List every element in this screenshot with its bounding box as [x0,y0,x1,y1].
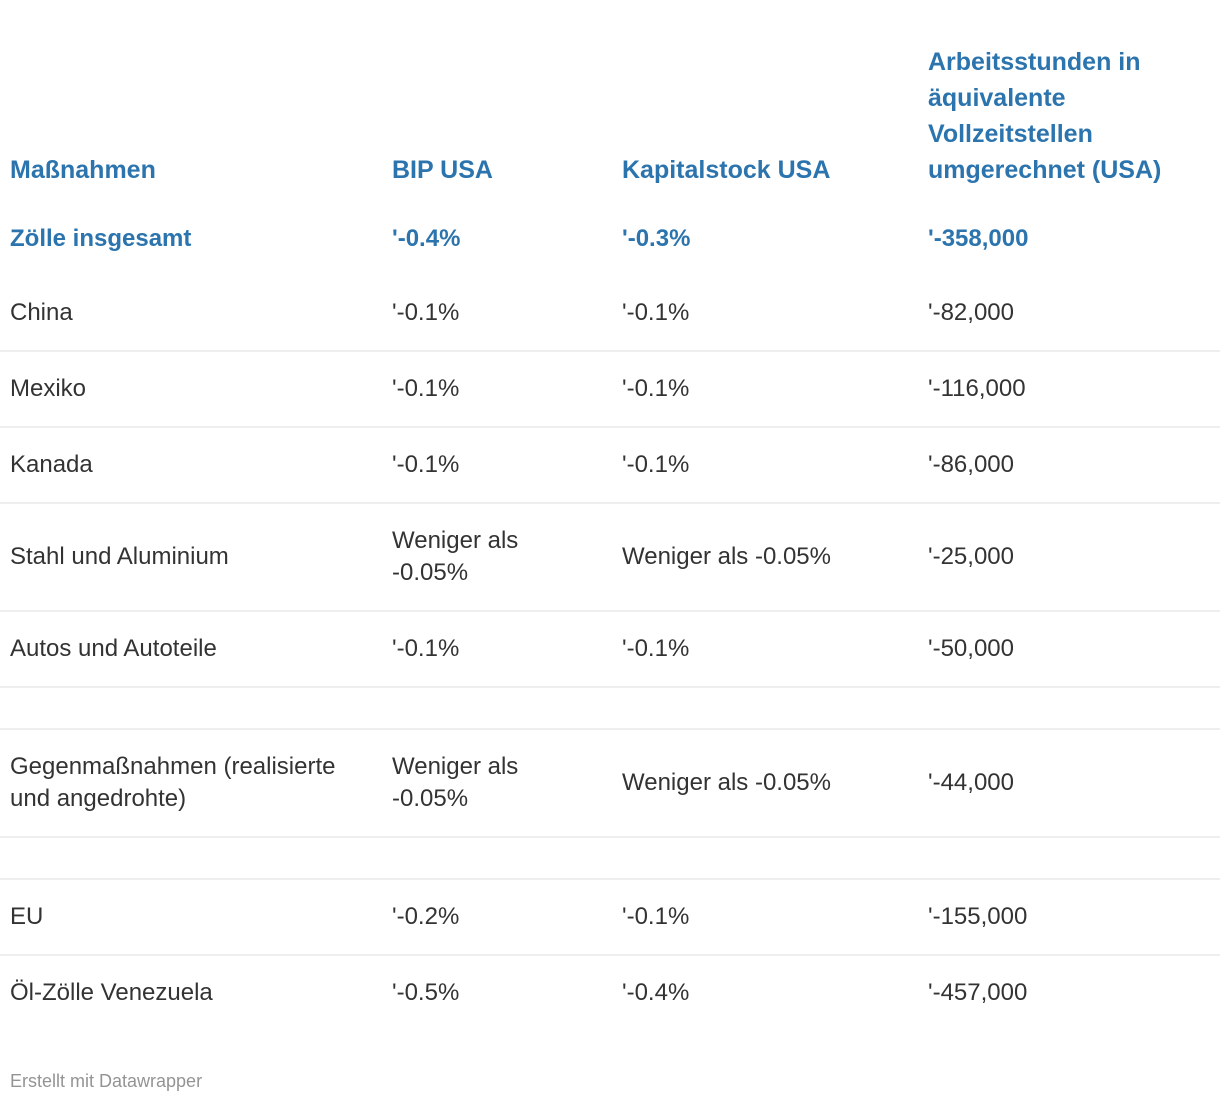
datawrapper-credit-link[interactable]: Erstellt mit Datawrapper [10,1071,203,1091]
value-cell: '-44,000 [928,769,1014,796]
tariff-impact-table: Maßnahmen BIP USA Kapitalstock USA Arbeitss… [0,0,1220,1030]
datawrapper-table-widget: Maßnahmen BIP USA Kapitalstock USA Arbeitss… [0,0,1220,1091]
row-label-cell: Zölle insgesamt [10,225,192,252]
row-label-cell: Kanada [10,451,93,478]
table-row: China '-0.1% '-0.1% '-82,000 [0,276,1220,351]
value-cell [612,837,918,879]
value-cell: '-0.1% [392,635,460,662]
value-cell: '-0.5% [392,979,460,1006]
spacer-row [0,837,1220,879]
value-cell: '-25,000 [928,543,1014,570]
value-cell: '-82,000 [928,299,1014,326]
value-cell: '-86,000 [928,451,1014,478]
value-cell: '-50,000 [928,635,1014,662]
value-cell: '-116,000 [928,375,1026,402]
row-label-cell: Autos und Autoteile [10,635,217,662]
row-label-cell: Mexiko [10,375,87,402]
row-label-cell [0,837,382,879]
row-label-cell [0,687,382,729]
column-header: Kapitalstock USA [622,156,831,184]
table-row: Kanada '-0.1% '-0.1% '-86,000 [0,427,1220,503]
value-cell: '-0.1% [392,375,460,402]
spacer-row [0,687,1220,729]
row-label-cell: China [10,299,73,326]
row-label-cell: Öl-Zölle Venezuela [10,979,213,1006]
header-row: Maßnahmen BIP USA Kapitalstock USA Arbeitss… [0,0,1220,202]
table-row: Stahl und Aluminium Weniger als -0.05% Wen… [0,503,1220,611]
value-cell: '-0.1% [392,299,460,326]
table-row: Zölle insgesamt '-0.4% '-0.3% '-358,000 [0,202,1220,276]
value-cell: Weniger als -0.05% [622,543,831,570]
value-cell: '-0.3% [622,225,691,252]
row-label-cell: Stahl und Aluminium [10,543,229,570]
table-row: Gegenmaßnahmen (realisierte und angedroh… [0,729,1220,837]
value-cell: Weniger als -0.05% [392,753,519,812]
table-body: Zölle insgesamt '-0.4% '-0.3% '-358,000 Chin… [0,202,1220,1030]
value-cell: '-457,000 [928,979,1028,1006]
value-cell: Weniger als -0.05% [392,527,519,586]
table-row: EU '-0.2% '-0.1% '-155,000 [0,879,1220,955]
value-cell [918,837,1220,879]
value-cell [612,687,918,729]
row-label-cell: EU [10,903,44,930]
value-cell: '-0.1% [622,299,690,326]
value-cell [918,687,1220,729]
value-cell: '-358,000 [928,225,1029,252]
value-cell: '-0.2% [392,903,460,930]
value-cell: '-155,000 [928,903,1028,930]
value-cell: Weniger als -0.05% [622,769,831,796]
row-label-cell: Gegenmaßnahmen (realisierte und angedroh… [10,753,336,812]
table-header: Maßnahmen BIP USA Kapitalstock USA Arbeitss… [0,0,1220,202]
value-cell: '-0.4% [392,225,461,252]
table-row: Autos und Autoteile '-0.1% '-0.1% '-50,000 [0,611,1220,687]
table-row: Öl-Zölle Venezuela '-0.5% '-0.4% '-457,000 [0,955,1220,1030]
value-cell: '-0.1% [622,903,690,930]
value-cell: '-0.1% [622,635,690,662]
column-header: BIP USA [392,156,493,184]
value-cell [382,837,612,879]
value-cell [382,687,612,729]
value-cell: '-0.1% [622,375,690,402]
column-header: Arbeitsstunden in äquivalente Vollzeitst… [928,48,1162,184]
table-row: Mexiko '-0.1% '-0.1% '-116,000 [0,351,1220,427]
value-cell: '-0.4% [622,979,690,1006]
column-header: Maßnahmen [10,156,156,184]
value-cell: '-0.1% [392,451,460,478]
value-cell: '-0.1% [622,451,690,478]
